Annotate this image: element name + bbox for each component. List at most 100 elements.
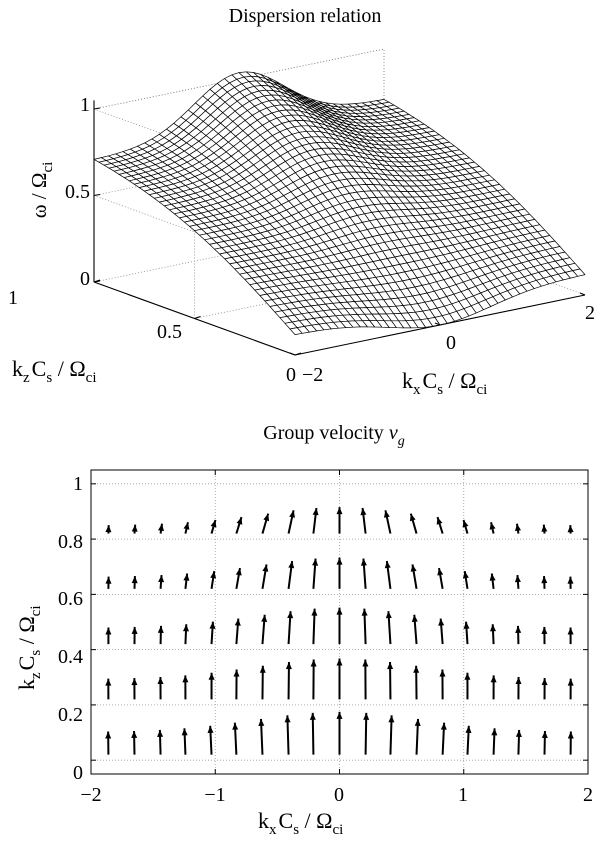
- kx-tick: [289, 352, 296, 356]
- x-tick-label: 1: [458, 784, 468, 806]
- velocity-arrow-head: [210, 520, 217, 528]
- velocity-arrow-head: [311, 608, 318, 616]
- quiver-title: Group velocity vg: [263, 422, 404, 449]
- velocity-arrow-head: [567, 678, 574, 686]
- velocity-arrow-head: [262, 564, 269, 572]
- velocity-arrow-head: [438, 618, 445, 626]
- velocity-arrow-head: [387, 662, 394, 670]
- kx-tick-label: −2: [302, 364, 323, 386]
- y-tick-label: 1: [73, 473, 83, 495]
- kz-axis-label: kzCs / Ωci: [12, 356, 97, 386]
- x-tick-label: 0: [334, 784, 344, 806]
- y-tick-label: 0.8: [58, 531, 83, 553]
- velocity-arrow-head: [436, 517, 443, 525]
- velocity-arrow-head: [157, 677, 164, 684]
- velocity-arrow-head: [414, 718, 421, 726]
- velocity-arrow-head: [336, 711, 343, 719]
- surface-mesh: [93, 71, 586, 335]
- velocity-arrow-head: [309, 712, 316, 720]
- quiver-ticks: [90, 470, 589, 774]
- z-tick: [93, 107, 101, 110]
- velocity-arrow-head: [490, 624, 496, 632]
- y-axis-label: kzCs / Ωci: [14, 606, 44, 691]
- x-tick-label: 2: [583, 784, 593, 806]
- velocity-arrow-head: [312, 558, 319, 566]
- velocity-arrow-head: [411, 614, 418, 622]
- velocity-arrow-head: [157, 729, 164, 737]
- velocity-arrow-head: [105, 627, 112, 635]
- velocity-arrow-head: [336, 557, 343, 565]
- dispersion-surface-panel: Dispersion relation 1 0.5 0 ω / Ωci 1 0.…: [8, 5, 595, 398]
- velocity-arrow-head: [158, 575, 165, 583]
- velocity-arrow-head: [336, 607, 343, 615]
- velocity-arrow-head: [360, 558, 367, 566]
- velocity-arrow-head: [567, 576, 574, 584]
- velocity-arrow-head: [288, 561, 295, 569]
- velocity-arrow-head: [360, 508, 367, 516]
- velocity-arrow-head: [514, 575, 521, 583]
- velocity-arrow-head: [310, 659, 317, 667]
- velocity-arrow-head: [464, 672, 471, 680]
- kx-axis-label: kxCs / Ωci: [402, 368, 487, 398]
- velocity-arrow-head: [385, 611, 392, 619]
- velocity-arrow-head: [105, 678, 112, 686]
- kx-tick-label: 0: [286, 364, 296, 386]
- y-tick-label: 0: [73, 762, 83, 784]
- kx-tick-label: 2: [585, 302, 595, 324]
- velocity-arrow-head: [183, 522, 190, 530]
- z-tick-label: 0: [80, 268, 90, 290]
- velocity-arrow-head: [233, 669, 240, 677]
- velocity-arrow-head: [209, 621, 216, 629]
- surface-axes: [93, 100, 586, 356]
- x-tick-label: −1: [204, 784, 225, 806]
- velocity-arrow-head: [541, 731, 548, 738]
- z-tick-label: 0.5: [65, 181, 90, 203]
- kx-tick: [579, 292, 586, 296]
- kz-tick-label: 0.5: [157, 321, 182, 343]
- velocity-arrow-head: [183, 624, 189, 632]
- velocity-arrow-head: [234, 618, 241, 626]
- velocity-arrow-head: [388, 715, 395, 723]
- surface-mesh-cell: [572, 268, 586, 277]
- velocity-arrow-head: [287, 611, 294, 619]
- z-tick-label: 1: [80, 94, 90, 116]
- velocity-arrow-head: [439, 669, 446, 677]
- velocity-arrow-head: [261, 614, 268, 622]
- velocity-arrow-head: [515, 729, 522, 737]
- velocity-arrow-head: [515, 523, 521, 532]
- z-tick: [93, 193, 101, 197]
- velocity-arrow-head: [105, 525, 112, 533]
- velocity-arrow-head: [384, 510, 390, 518]
- quiver-grid: [91, 470, 588, 774]
- velocity-arrow-head: [157, 625, 164, 633]
- x-tick-label: −2: [80, 784, 101, 806]
- velocity-arrow-head: [210, 571, 217, 579]
- y-tick-label: 0.2: [58, 704, 83, 726]
- velocity-arrow-head: [541, 626, 548, 634]
- velocity-arrow-head: [413, 665, 420, 673]
- velocity-arrow-head: [336, 658, 343, 666]
- velocity-arrow-head: [491, 728, 498, 736]
- kz-tick: [294, 352, 302, 356]
- velocity-arrow-head: [289, 510, 295, 518]
- quiver-arrows: [105, 507, 574, 755]
- velocity-arrow-head: [463, 621, 470, 629]
- velocity-arrow-head: [236, 517, 243, 525]
- velocity-arrow-head: [105, 731, 112, 739]
- velocity-arrow-head: [462, 571, 469, 579]
- velocity-arrow-head: [541, 524, 548, 532]
- y-tick-label: 0.6: [58, 588, 83, 610]
- velocity-arrow-head: [181, 728, 188, 736]
- velocity-arrow-head: [489, 522, 496, 530]
- velocity-arrow-head: [437, 568, 444, 576]
- velocity-arrow-head: [462, 520, 469, 528]
- velocity-arrow-head: [361, 608, 368, 616]
- velocity-arrow-head: [105, 576, 112, 584]
- box-edge: [93, 48, 385, 110]
- velocity-arrow-head: [515, 677, 522, 684]
- velocity-arrow-head: [567, 731, 574, 739]
- velocity-arrow-head: [489, 573, 496, 581]
- surface-title: Dispersion relation: [229, 5, 382, 27]
- velocity-arrow-head: [336, 507, 343, 515]
